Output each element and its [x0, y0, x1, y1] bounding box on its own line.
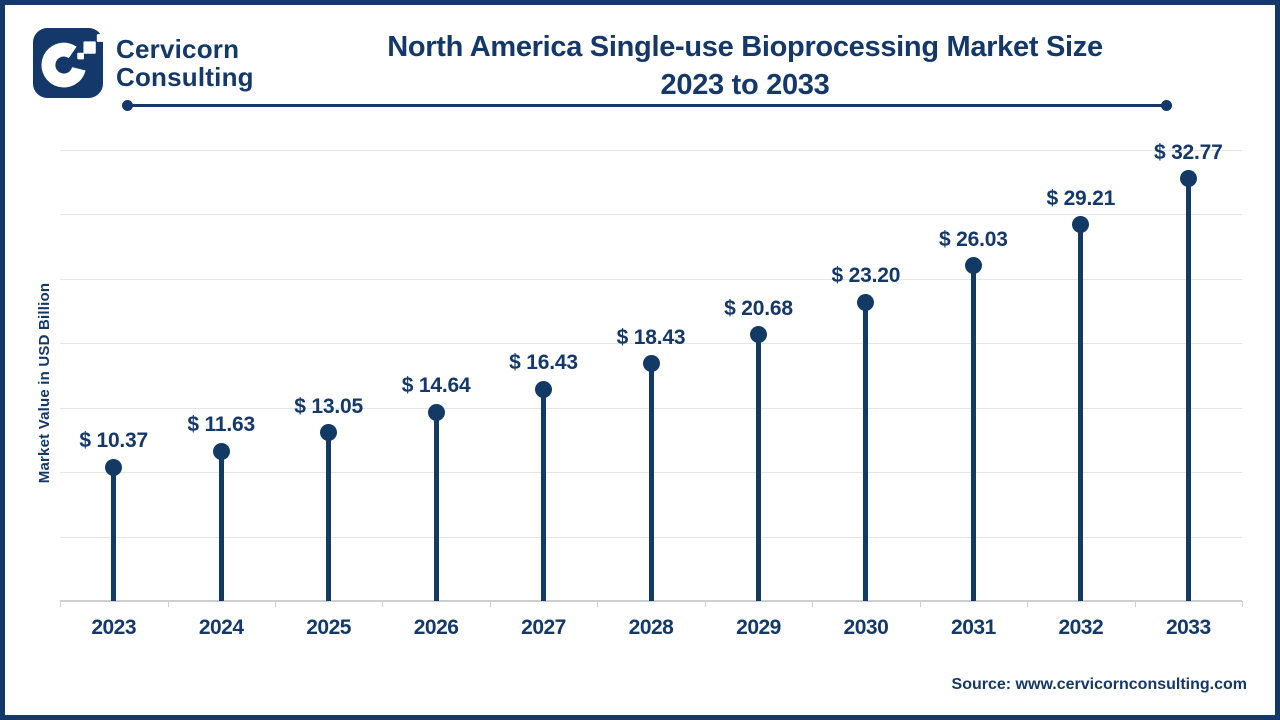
- chart-title: North America Single-use Bioprocessing M…: [250, 28, 1240, 104]
- source-text: Source: www.cervicornconsulting.com: [951, 676, 1247, 693]
- data-point: [964, 257, 982, 275]
- brand-name: Cervicorn Consulting: [116, 35, 254, 91]
- value-label: $ 29.21: [1046, 186, 1116, 210]
- data-point: [1072, 216, 1090, 234]
- stem: [111, 467, 117, 601]
- x-axis-tick: [1027, 601, 1029, 607]
- x-axis-tick: [60, 601, 61, 607]
- stem: [218, 451, 224, 601]
- cervicorn-logo: [33, 28, 103, 98]
- value-label: $ 23.20: [831, 264, 901, 288]
- value-label: $ 32.77: [1153, 140, 1223, 164]
- x-axis-tick: [597, 601, 599, 607]
- brand-name-line1: Cervicorn: [116, 34, 240, 64]
- data-point: [535, 380, 552, 398]
- data-point: [427, 403, 445, 421]
- x-tick-label: 2032: [1058, 616, 1104, 639]
- lollipop-chart: $ 10.37 2023 $ 11.63 2024 $ 13.05 2025 $ 14.64…: [5, 5, 1275, 715]
- chart-title-line2: 2023 to 2033: [660, 69, 830, 101]
- stem: [756, 334, 761, 601]
- value-label: $ 13.05: [294, 394, 363, 418]
- value-label: $ 18.43: [616, 325, 686, 349]
- value-label: $ 10.37: [79, 429, 149, 453]
- x-axis-tick: [919, 601, 921, 607]
- x-tick-label: 2028: [628, 616, 674, 639]
- underline-left-dot-icon: [122, 100, 133, 111]
- data-point: [857, 293, 875, 311]
- gridline: [60, 343, 1242, 345]
- data-point: [212, 442, 230, 460]
- x-axis-tick: [167, 601, 169, 607]
- x-tick-label: 2030: [843, 616, 889, 639]
- x-tick-label: 2024: [198, 616, 244, 639]
- value-label: $ 11.63: [187, 413, 255, 437]
- data-point: [105, 458, 123, 476]
- stem: [1185, 178, 1191, 601]
- underline-right-dot-icon: [1161, 100, 1172, 111]
- gridline: [60, 214, 1242, 216]
- data-point: [750, 326, 767, 343]
- value-label: $ 16.43: [509, 351, 578, 375]
- x-axis-tick: [489, 601, 491, 607]
- stem: [1078, 224, 1084, 601]
- x-tick-label: 2031: [951, 616, 996, 639]
- x-axis-tick: [1242, 601, 1243, 607]
- x-axis-line: [60, 600, 1242, 602]
- gridline: [60, 150, 1242, 151]
- stem: [970, 265, 976, 601]
- x-axis-tick: [1134, 601, 1136, 607]
- data-point: [1179, 170, 1197, 188]
- data-point: [320, 424, 338, 442]
- stem: [541, 389, 546, 601]
- data-point: [642, 355, 660, 372]
- x-axis-tick: [274, 601, 276, 607]
- x-axis-tick: [382, 601, 384, 607]
- stem: [863, 302, 869, 601]
- x-tick-label: 2025: [306, 616, 351, 639]
- cervicorn-c-logo-icon: [33, 28, 103, 98]
- x-tick-label: 2027: [521, 616, 566, 639]
- x-tick-label: 2023: [91, 616, 137, 639]
- chart-title-line1: North America Single-use Bioprocessing M…: [387, 31, 1103, 63]
- title-underline: [122, 100, 1172, 111]
- x-tick-label: 2026: [413, 616, 459, 639]
- x-axis-tick: [704, 601, 706, 607]
- value-label: $ 14.64: [401, 374, 471, 398]
- x-tick-label: 2033: [1165, 616, 1211, 639]
- x-tick-label: 2029: [736, 616, 781, 639]
- value-label: $ 20.68: [724, 296, 793, 320]
- brand-name-line2: Consulting: [116, 62, 254, 92]
- stem: [433, 412, 439, 601]
- stem: [326, 432, 332, 601]
- gridline: [60, 278, 1242, 280]
- stem: [648, 363, 654, 601]
- x-axis-tick: [812, 601, 814, 607]
- value-label: $ 26.03: [939, 227, 1008, 251]
